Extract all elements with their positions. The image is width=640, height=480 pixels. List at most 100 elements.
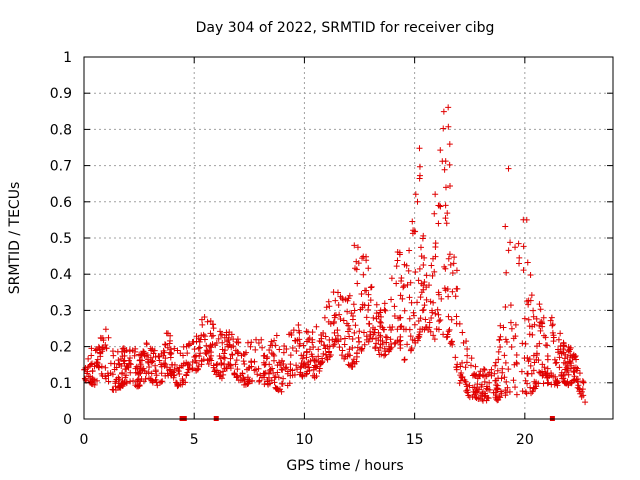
data-point [428,315,435,322]
data-point [414,198,421,205]
data-point [351,307,358,314]
y-tick-label: 0.4 [50,267,72,283]
data-point [462,364,469,371]
data-point [154,382,161,389]
data-point [512,244,519,251]
data-point [524,259,531,266]
data-point [298,363,305,370]
data-point [485,371,492,378]
data-point [248,358,255,365]
data-point [191,353,198,360]
data-point [219,331,226,338]
data-point [111,360,118,367]
data-point [545,379,552,386]
data-point [208,352,215,359]
data-point [370,314,377,321]
data-point [147,376,154,383]
data-point [170,369,177,376]
data-point [481,390,488,397]
data-point [234,350,241,357]
data-point [248,363,255,370]
data-point [511,361,518,368]
data-point [338,352,345,359]
data-point [525,301,532,308]
data-point [445,313,452,320]
data-point [497,394,504,401]
data-point [279,366,286,373]
data-point [109,371,116,378]
data-point [394,257,401,264]
data-point [109,386,116,393]
data-point [299,355,306,362]
data-point [474,375,481,382]
data-point [503,339,510,346]
data-point [440,331,447,338]
data-point [361,287,368,294]
data-point [508,325,515,332]
data-point [189,339,196,346]
data-point [529,331,536,338]
data-point [526,331,533,338]
data-point [337,293,344,300]
data-point [540,314,547,321]
data-point [430,255,437,262]
data-point [114,348,121,355]
data-point [173,365,180,372]
data-point [507,319,514,326]
data-point [201,333,208,340]
data-point [549,322,556,329]
data-point [468,355,475,362]
data-point [457,363,464,370]
data-point [539,323,546,330]
data-point [394,248,401,255]
data-point [280,349,287,356]
data-point [418,289,425,296]
data-point [204,348,211,355]
data-point [356,328,363,335]
data-point [420,306,427,313]
y-tick-label: 0.5 [50,231,72,247]
data-point [472,363,479,370]
data-point [448,339,455,346]
data-point [353,349,360,356]
data-point [207,318,214,325]
x-tick-label: 10 [296,432,314,448]
data-point [391,312,398,319]
data-point [244,339,251,346]
data-point [261,381,268,388]
data-point [158,370,165,377]
data-point [335,338,342,345]
data-point [373,301,380,308]
data-point [180,343,187,350]
data-point [383,339,390,346]
data-point [530,384,537,391]
y-tick-label: 0.7 [50,159,72,175]
data-point [464,352,471,359]
data-point [267,342,274,349]
data-point [355,260,362,267]
data-point [212,342,219,349]
data-point [528,292,535,299]
x-tick-label: 5 [190,432,199,448]
data-point [406,247,413,254]
data-point [375,347,382,354]
data-point [352,265,359,272]
data-point [358,290,365,297]
data-point [524,380,531,387]
data-point [428,262,435,269]
data-point [412,268,419,275]
data-point [554,382,561,389]
data-point [418,280,425,287]
data-point [153,379,160,386]
data-point [414,299,421,306]
data-point [501,374,508,381]
data-point [518,368,525,375]
data-point [201,313,208,320]
data-point [560,359,567,366]
data-point [140,348,147,355]
data-point [198,316,205,323]
data-point [144,352,151,359]
data-point [297,369,304,376]
data-point [544,352,551,359]
data-point [270,357,277,364]
